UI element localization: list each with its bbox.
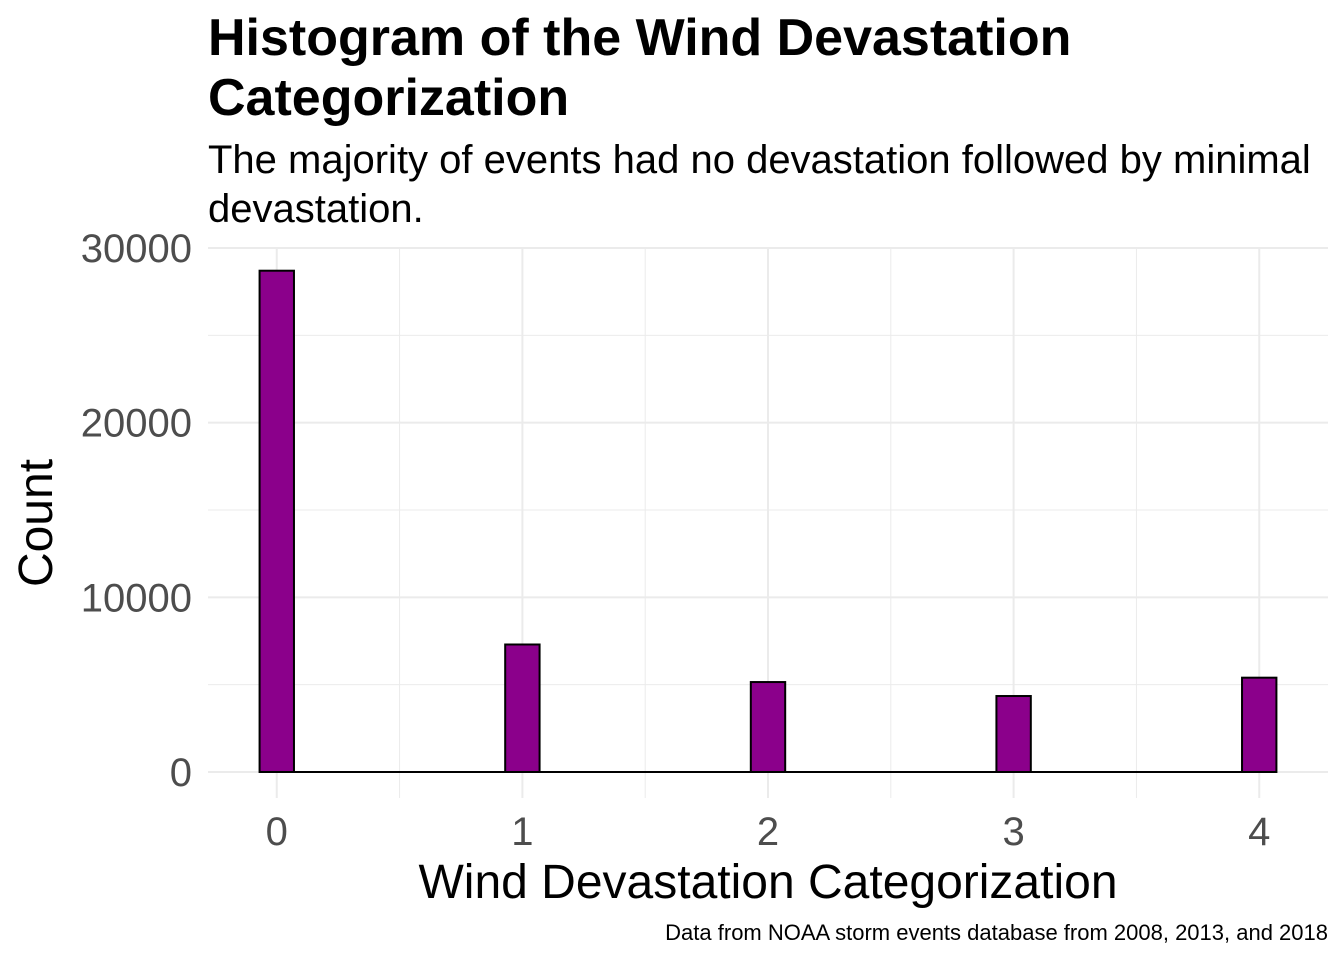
x-axis-title: Wind Devastation Categorization xyxy=(418,856,1117,909)
bar-1 xyxy=(504,643,541,774)
tick-labels: 0 10000 20000 30000 0 1 2 3 4 xyxy=(81,227,1271,854)
y-tick-label: 10000 xyxy=(81,576,192,620)
chart-subtitle: The majority of events had no devastatio… xyxy=(208,138,1311,231)
bar-2 xyxy=(749,681,787,774)
x-tick-label: 4 xyxy=(1248,810,1270,854)
chart-title: Histogram of the Wind Devastation Catego… xyxy=(208,9,1072,127)
x-tick-label: 3 xyxy=(1002,810,1024,854)
chart-caption: Data from NOAA storm events database fro… xyxy=(665,920,1328,945)
y-axis-title: Count xyxy=(10,459,63,587)
y-tick-label: 0 xyxy=(170,751,192,795)
x-tick-label: 1 xyxy=(511,810,533,854)
x-tick-label: 0 xyxy=(266,810,288,854)
bar-3 xyxy=(995,695,1032,774)
y-tick-label: 20000 xyxy=(81,402,192,446)
y-tick-label: 30000 xyxy=(81,227,192,271)
bars xyxy=(258,269,1278,774)
bar-4 xyxy=(1241,676,1278,773)
x-tick-label: 2 xyxy=(757,810,779,854)
bar-0 xyxy=(258,269,295,773)
